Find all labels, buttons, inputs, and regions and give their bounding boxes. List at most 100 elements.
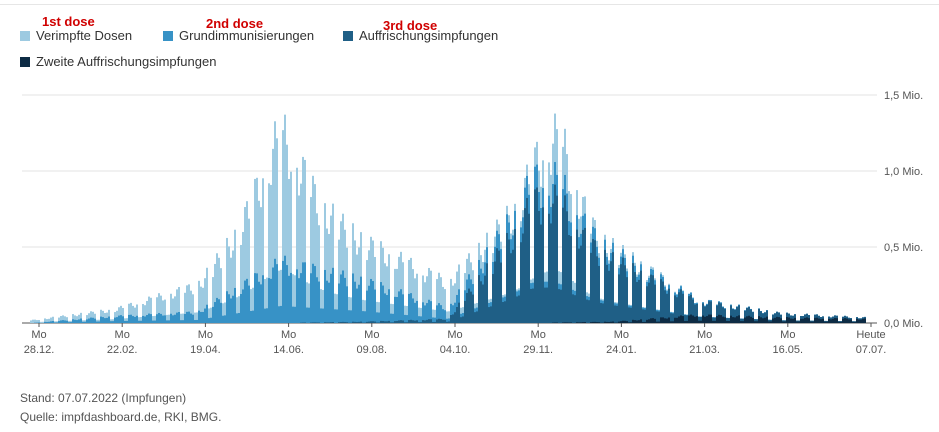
bar-0 [446,311,448,323]
bar-3 [744,317,746,323]
bar-0 [232,250,234,323]
bar-3 [742,321,744,323]
bar-1 [334,309,336,323]
bar-1 [380,282,382,323]
bar-2 [552,203,554,323]
bar-2 [724,308,726,323]
legend-swatch [343,30,353,41]
bar-3 [750,316,752,323]
bar-0 [160,295,162,323]
bar-1 [426,303,428,323]
bar-1 [326,280,328,323]
legend-item-verimpfte-dosen[interactable]: Verimpfte Dosen [20,28,132,43]
bar-3 [632,319,634,323]
bar-0 [310,197,312,323]
bar-0 [410,257,412,323]
bar-1 [392,313,394,323]
bar-2 [642,309,644,323]
bar-3 [634,320,636,323]
legend-item-zweite-auffrischungsimpfungen[interactable]: Zweite Auffrischungsimpfungen [20,54,216,69]
bar-3 [778,317,780,323]
legend-label: Verimpfte Dosen [36,28,133,43]
bar-1 [78,319,80,323]
bar-0 [180,313,182,323]
bar-1 [48,321,50,323]
bar-0 [38,319,40,323]
y-tick-label: 1,0 Mio. [884,166,923,178]
bar-3 [698,320,700,323]
bar-1 [306,307,308,323]
bar-0 [32,319,34,323]
bar-0 [386,266,388,323]
bar-2 [710,301,712,323]
bar-2 [650,274,652,323]
bar-1 [196,319,198,323]
bar-1 [276,264,278,323]
bar-3 [676,317,678,323]
bar-0 [154,315,156,323]
legend-item-grundimmunisierungen[interactable]: Grundimmunisierungen [163,28,314,43]
bar-1 [294,306,296,323]
y-tick-label: 1,5 Mio. [884,90,923,102]
bar-1 [420,316,422,323]
bar-0 [390,303,392,323]
bar-3 [836,318,838,323]
bar-2 [356,322,358,323]
bar-0 [304,159,306,323]
bar-0 [284,114,286,323]
bar-1 [376,312,378,323]
x-tick-label-bottom: 19.04. [190,344,221,356]
bar-1 [448,318,450,323]
bar-2 [738,305,740,323]
bar-3 [746,316,748,323]
bar-2 [582,229,584,323]
bar-0 [164,299,166,323]
bar-2 [446,321,448,323]
bar-0 [166,314,168,323]
bar-1 [96,321,98,323]
bar-0 [152,316,154,323]
bar-3 [854,321,856,323]
bar-2 [324,322,326,323]
bar-2 [682,293,684,323]
bar-0 [328,233,330,323]
bar-0 [290,171,292,323]
bar-1 [126,320,128,323]
bar-2 [584,227,586,323]
bar-1 [136,315,138,323]
bar-3 [696,316,698,323]
bar-0 [198,280,200,323]
bar-2 [492,274,494,323]
bar-2 [654,284,656,323]
x-tick-label-top: Mo [697,329,712,341]
bar-0 [100,309,102,323]
bar-2 [534,189,536,323]
bar-2 [684,315,686,323]
bar-1 [222,315,224,323]
bar-2 [372,321,374,323]
bar-2 [712,317,714,323]
bar-3 [594,321,596,323]
x-tick-label-bottom: 14.06. [273,344,304,356]
bar-2 [578,248,580,323]
bar-1 [402,294,404,323]
bar-0 [72,314,74,323]
bar-0 [50,317,52,323]
bar-1 [84,321,86,323]
bar-2 [366,321,368,323]
bar-3 [718,314,720,323]
bar-1 [150,314,152,323]
bar-0 [292,274,294,323]
bar-2 [452,314,454,323]
bar-1 [298,278,300,323]
bar-0 [268,183,270,323]
bar-1 [204,308,206,323]
bar-2 [312,322,314,323]
bar-2 [618,274,620,323]
legend-item-auffrischungsimpfungen[interactable]: Auffrischungsimpfungen [343,28,498,43]
bar-2 [508,239,510,323]
bar-3 [570,322,572,323]
bar-2 [734,309,736,323]
bar-0 [382,247,384,323]
bar-0 [168,314,170,323]
